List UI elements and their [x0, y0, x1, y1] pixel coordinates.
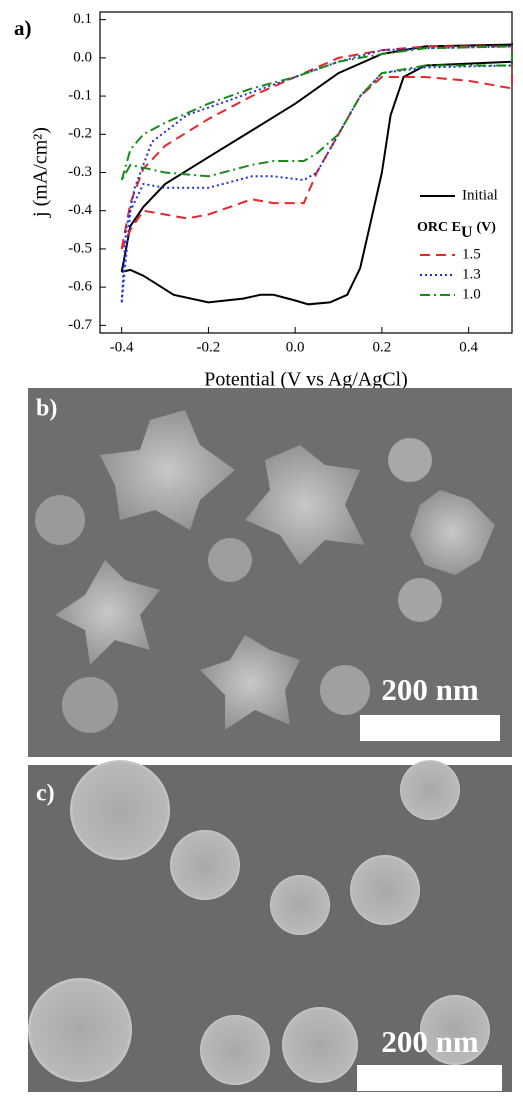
- particle: [398, 578, 442, 622]
- y-tick-label: -0.3: [68, 164, 92, 180]
- legend-label: 1.3: [462, 266, 481, 282]
- x-tick-label: -0.4: [110, 339, 134, 355]
- panel-label: c): [36, 781, 55, 807]
- data-line: [122, 46, 512, 180]
- particle: [208, 538, 252, 582]
- y-axis-title: j (mA/cm²): [30, 127, 52, 218]
- x-axis-title: Potential (V vs Ag/AgCl): [204, 369, 408, 391]
- data-line: [122, 46, 512, 249]
- y-tick-label: 0.1: [73, 11, 92, 27]
- y-tick-label: -0.2: [68, 126, 92, 142]
- figure: a) Potential (V vs Ag/AgCl) j (mA/cm²) -…: [0, 0, 523, 1097]
- legend-title-sub: U: [461, 224, 473, 241]
- y-tick-label: -0.4: [68, 202, 92, 218]
- legend-label: Initial: [462, 187, 498, 203]
- scale-label: 200 nm: [381, 672, 478, 707]
- page: {"chart_data": {"type": "line", "panel_l…: [0, 0, 523, 1097]
- y-tick-label: -0.1: [68, 88, 92, 104]
- x-tick-label: -0.2: [197, 339, 221, 355]
- particle: [170, 830, 240, 900]
- particle: [282, 1007, 358, 1083]
- legend-title-unit: (V): [477, 220, 497, 235]
- x-tick-label: 0.0: [286, 339, 305, 355]
- y-tick-label: -0.6: [68, 279, 92, 295]
- legend-label: 1.5: [462, 246, 481, 262]
- particle: [320, 665, 370, 715]
- legend-title: ORC EU (V): [417, 220, 496, 240]
- scale-bar: [360, 715, 500, 741]
- panel-label: a): [14, 16, 32, 40]
- particle: [388, 438, 432, 482]
- x-tick-label: 0.4: [459, 339, 478, 355]
- particle: [35, 495, 85, 545]
- scale-label: 200 nm: [381, 1024, 478, 1059]
- sem-image-b: 200 nm b): [28, 388, 512, 757]
- y-tick-label: -0.5: [68, 240, 92, 256]
- legend-title-text: ORC E: [417, 220, 461, 235]
- legend-label: 1.0: [462, 286, 481, 302]
- y-tick-label: -0.7: [68, 317, 92, 333]
- sem-image-c: 200 nm c): [28, 760, 512, 1092]
- scale-bar: [357, 1065, 502, 1091]
- y-tick-label: 0.0: [73, 49, 92, 65]
- particle: [400, 760, 460, 820]
- plot-area: -0.4 -0.2 0.0 0.2 0.4 0.1 0.0 -0.1 -0.2 -0.3 -0.4 -…: [68, 11, 512, 355]
- x-tick-label: 0.2: [373, 339, 392, 355]
- particle: [200, 1015, 270, 1085]
- particle: [270, 875, 330, 935]
- particle: [28, 978, 132, 1082]
- particle: [350, 855, 420, 925]
- particle: [70, 760, 170, 860]
- particle: [62, 677, 118, 733]
- panel-label: b): [36, 396, 57, 422]
